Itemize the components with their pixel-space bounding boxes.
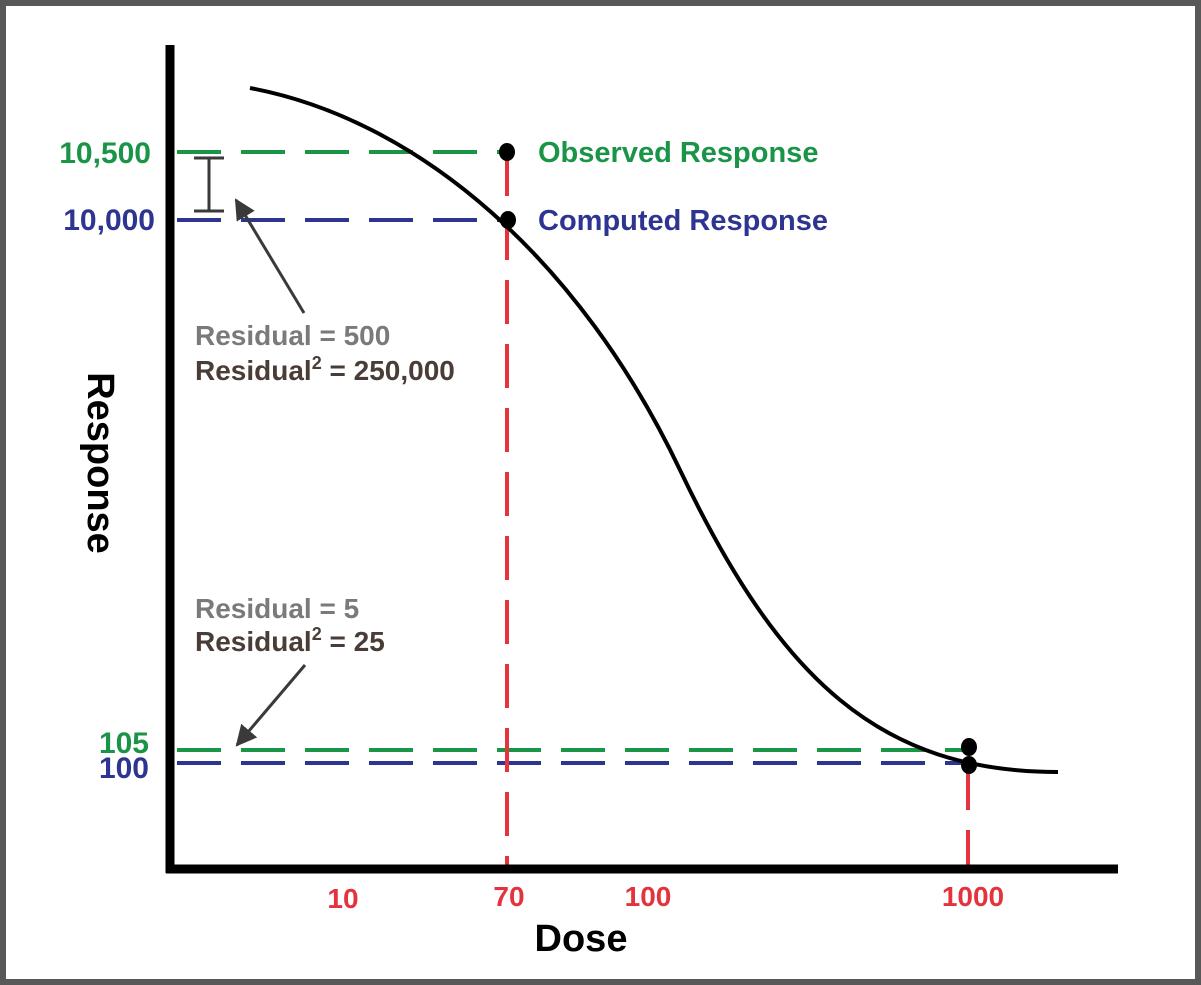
residual-squared-top-value: = 250,000 [322, 355, 455, 386]
residual-bottom-label: Residual = 5 [195, 593, 359, 624]
observed-response-label: Observed Response [538, 137, 818, 169]
x-tick-10: 10 [327, 883, 358, 914]
residual-bracket [194, 156, 224, 213]
x-tick-1000: 1000 [942, 881, 1004, 912]
x-tick-70: 70 [493, 881, 524, 912]
residual-squared-bottom-label: Residual2 = 25 [195, 624, 385, 657]
y-axis-title: Response [79, 372, 121, 554]
residual-squared-bottom-value: = 25 [322, 626, 385, 657]
residual-arrow-top [234, 198, 306, 314]
computed-response-label: Computed Response [538, 205, 828, 237]
observed-point-dose-1000 [961, 738, 977, 756]
y-tick-10000: 10,000 [63, 204, 155, 237]
computed-point-dose-1000 [961, 756, 977, 774]
x-axis-title: Dose [535, 918, 628, 960]
observed-point-dose-70 [499, 143, 515, 161]
residual-squared-top-label: Residual2 = 250,000 [195, 353, 455, 386]
computed-point-dose-70 [500, 211, 516, 229]
residual-top-label: Residual = 500 [195, 320, 390, 351]
residual-squared-top-exponent: 2 [312, 353, 322, 373]
residual-squared-bottom-prefix: Residual [195, 626, 312, 657]
y-tick-10500: 10,500 [59, 137, 151, 170]
residual-squared-top-prefix: Residual [195, 355, 312, 386]
residual-arrow-bottom [235, 664, 307, 747]
y-tick-105: 105 [99, 727, 149, 760]
y-tick-100: 100 [99, 752, 149, 785]
residual-squared-bottom-exponent: 2 [312, 624, 322, 644]
x-tick-100: 100 [625, 881, 672, 912]
dose-response-curve [249, 86, 1059, 774]
